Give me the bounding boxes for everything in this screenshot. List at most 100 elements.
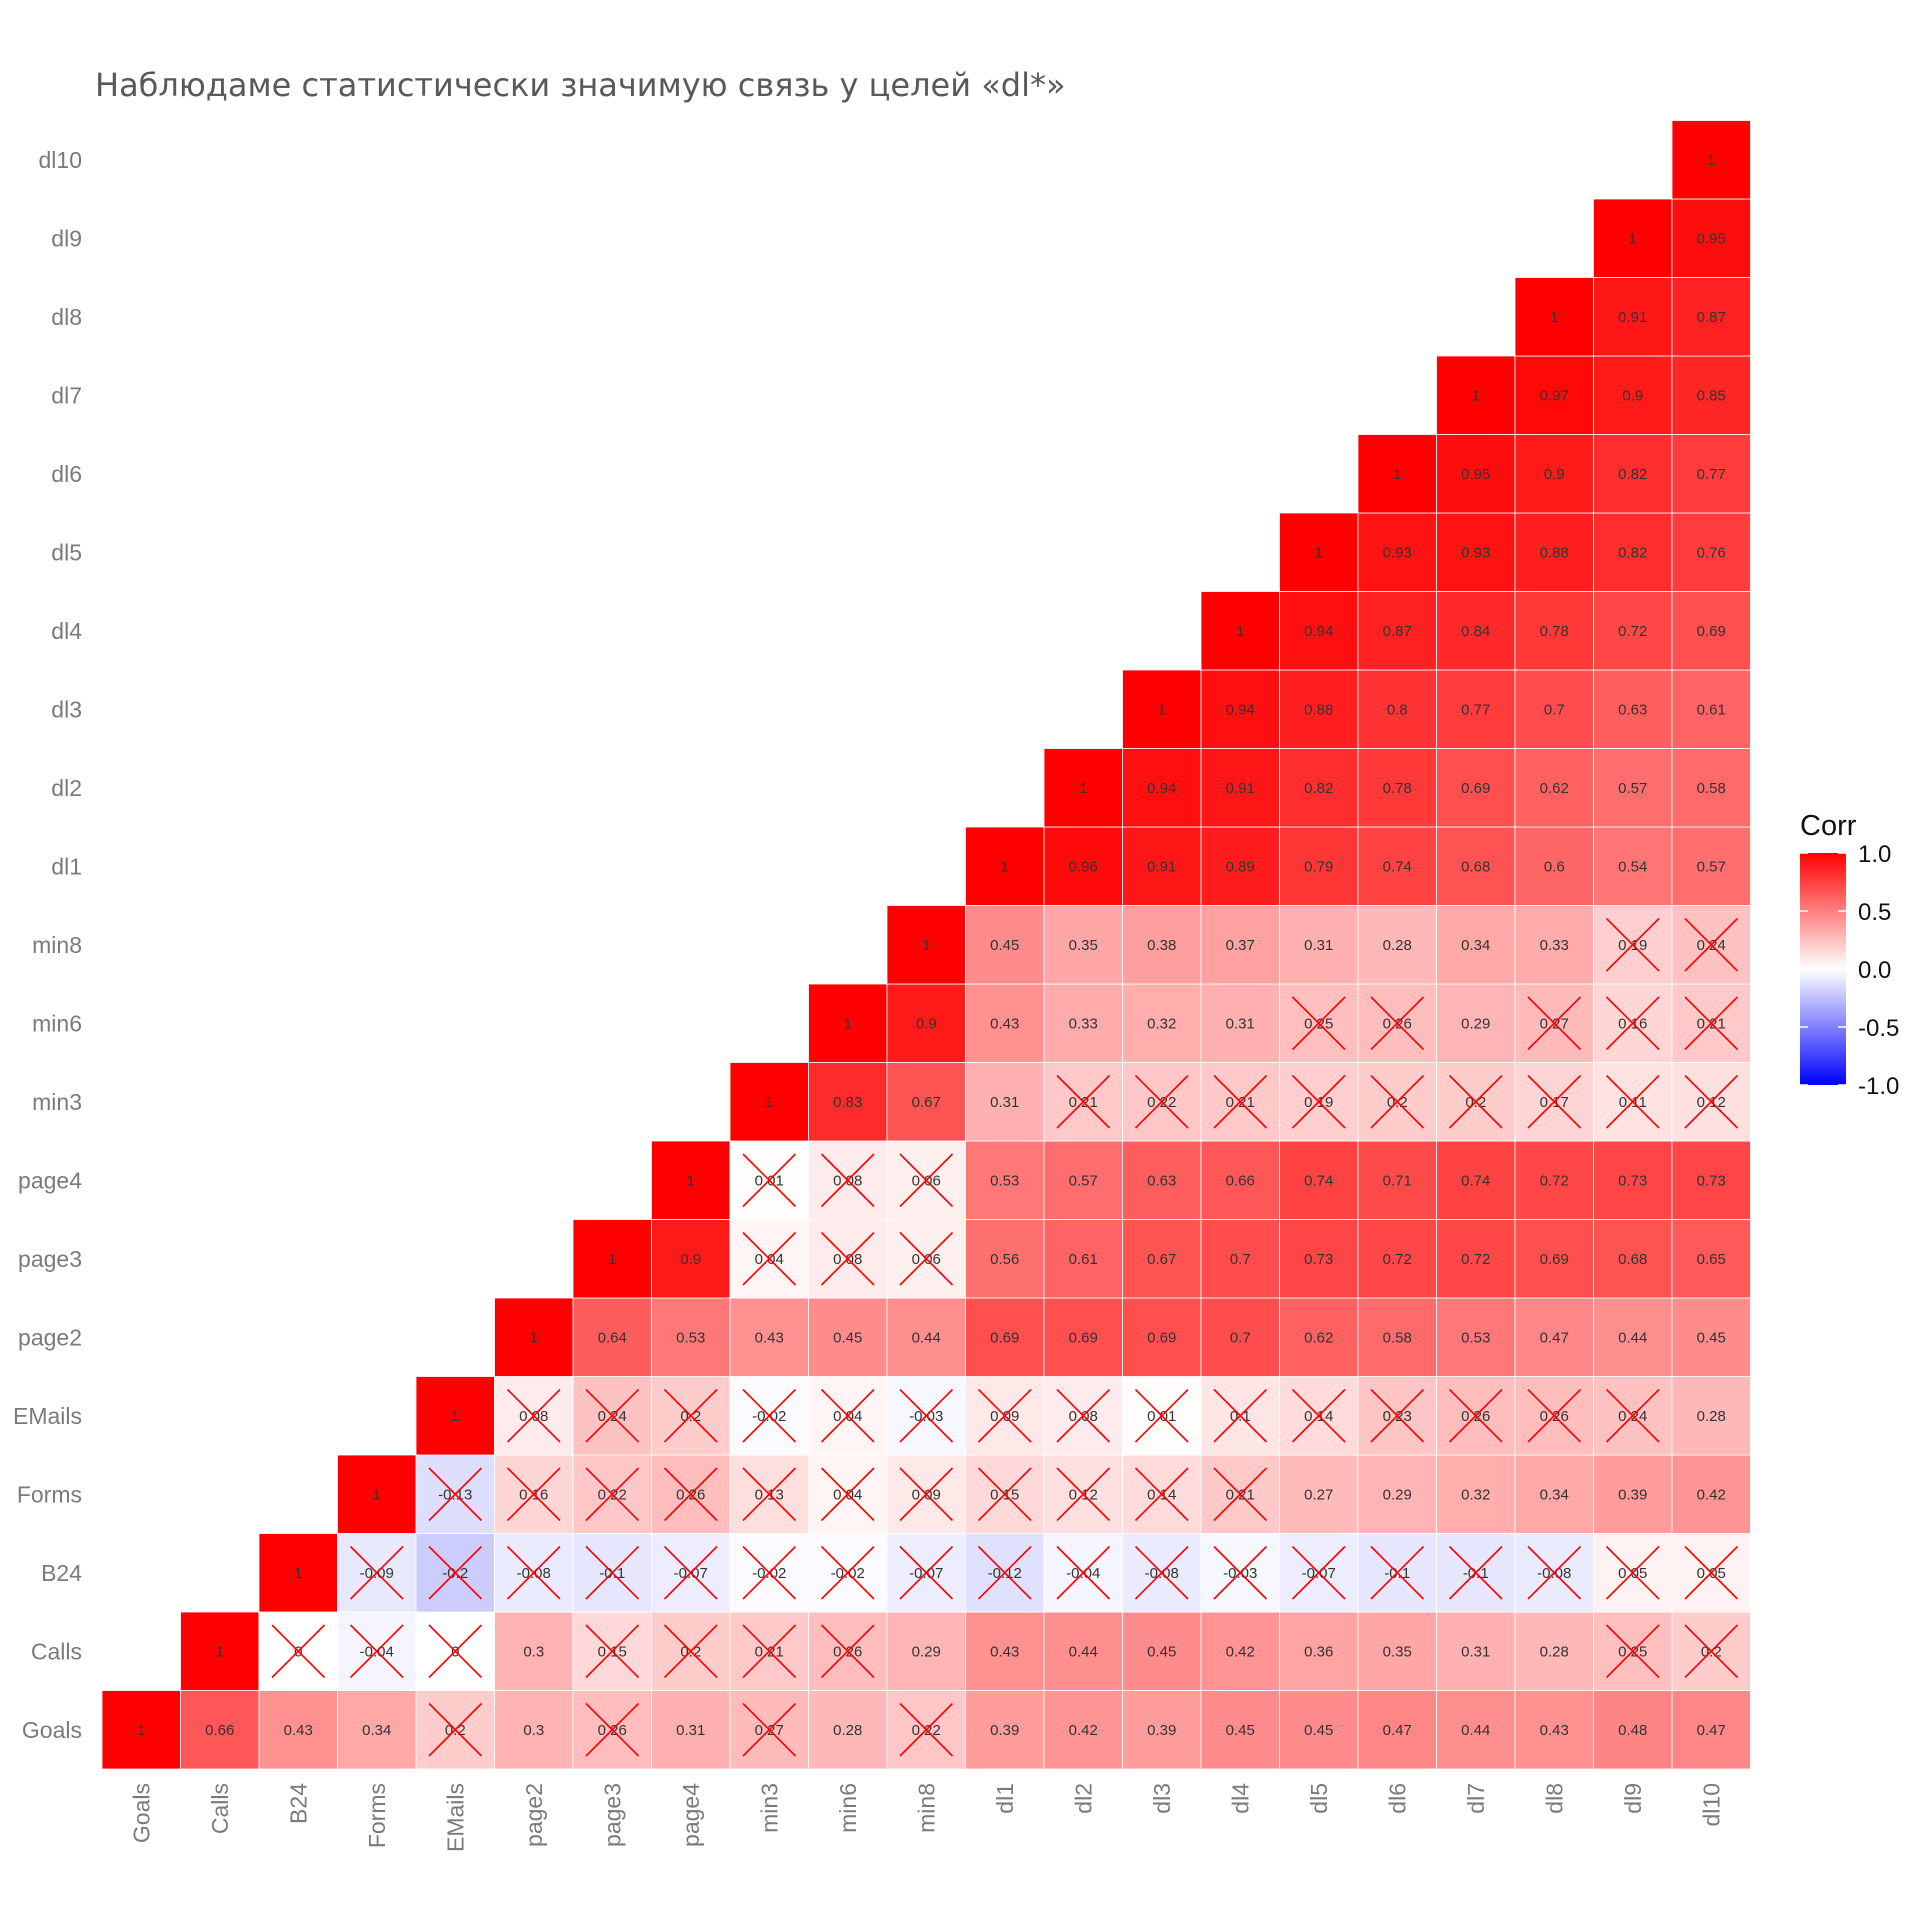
insignificant-cross-mark bbox=[585, 1545, 640, 1600]
x-tick-label: dl2 bbox=[1070, 1783, 1096, 1814]
cell-value: 0.7 bbox=[1230, 1329, 1251, 1346]
insignificant-cross-mark bbox=[1291, 1074, 1346, 1129]
cell-value: 0.73 bbox=[1304, 1251, 1333, 1268]
cell-value: 1 bbox=[844, 1015, 852, 1032]
cell-value: 1 bbox=[1393, 466, 1401, 483]
cell-value: 1 bbox=[1707, 152, 1715, 169]
y-tick-label: min8 bbox=[32, 932, 82, 958]
y-tick-label: page2 bbox=[18, 1324, 82, 1350]
heatmap-cell bbox=[572, 1297, 652, 1377]
cell-value: 0.77 bbox=[1461, 701, 1490, 718]
y-tick-label: min3 bbox=[32, 1089, 82, 1115]
heatmap-cell bbox=[1671, 1454, 1751, 1534]
cell-value: 0.9 bbox=[916, 1015, 937, 1032]
cell-value: 0.36 bbox=[1304, 1643, 1333, 1660]
y-tick-label: Calls bbox=[31, 1638, 82, 1664]
heatmap-cell bbox=[1200, 669, 1280, 749]
y-tick-label: dl1 bbox=[51, 853, 82, 879]
cell-value: 0.62 bbox=[1540, 780, 1569, 797]
heatmap-cell bbox=[1122, 983, 1202, 1063]
insignificant-cross-mark bbox=[585, 1388, 640, 1443]
insignificant-cross-mark bbox=[742, 1231, 797, 1286]
heatmap-cell bbox=[1593, 1140, 1673, 1220]
cell-value: 0.43 bbox=[1540, 1722, 1569, 1739]
heatmap-cell bbox=[1122, 1219, 1202, 1299]
heatmap-cell bbox=[1514, 1297, 1594, 1377]
heatmap-cell bbox=[1436, 1219, 1516, 1299]
cell-value: 0.96 bbox=[1069, 858, 1098, 875]
cell-value: 0.66 bbox=[1226, 1172, 1255, 1189]
x-tick-label: dl6 bbox=[1384, 1783, 1410, 1814]
x-tick-label: Calls bbox=[207, 1783, 233, 1834]
heatmap-cell bbox=[1671, 826, 1751, 906]
cell-value: 0.73 bbox=[1697, 1172, 1726, 1189]
cell-value: 0.61 bbox=[1069, 1251, 1098, 1268]
heatmap-cell bbox=[1593, 826, 1673, 906]
cell-value: 0.95 bbox=[1697, 230, 1726, 247]
heatmap-cell bbox=[965, 905, 1045, 985]
cell-value: 0.34 bbox=[1540, 1486, 1569, 1503]
cell-value: 0.45 bbox=[990, 937, 1019, 954]
cell-value: 0.42 bbox=[1226, 1643, 1255, 1660]
insignificant-cross-mark bbox=[1213, 1388, 1268, 1443]
heatmap-cell bbox=[1279, 1297, 1359, 1377]
heatmap-cell bbox=[1357, 1140, 1437, 1220]
heatmap-cell bbox=[1279, 905, 1359, 985]
heatmap-cell bbox=[1200, 1611, 1280, 1691]
cell-value: 0.45 bbox=[833, 1329, 862, 1346]
insignificant-cross-mark bbox=[1213, 1545, 1268, 1600]
cell-value: 0.34 bbox=[362, 1722, 391, 1739]
insignificant-cross-mark bbox=[506, 1545, 561, 1600]
insignificant-cross-mark bbox=[428, 1545, 483, 1600]
insignificant-cross-mark bbox=[428, 1467, 483, 1522]
cell-value: 0.68 bbox=[1461, 858, 1490, 875]
y-tick-label: dl7 bbox=[51, 382, 82, 408]
cell-value: 0.71 bbox=[1383, 1172, 1412, 1189]
insignificant-cross-mark bbox=[742, 1388, 797, 1443]
cell-value: 0.43 bbox=[284, 1722, 313, 1739]
cell-value: 0.37 bbox=[1226, 937, 1255, 954]
heatmap-cell bbox=[1671, 1376, 1751, 1456]
insignificant-cross-mark bbox=[742, 1624, 797, 1679]
heatmap-cell bbox=[965, 826, 1045, 906]
cell-value: 0.58 bbox=[1697, 780, 1726, 797]
legend-tick-label: 1.0 bbox=[1858, 841, 1891, 868]
cell-value: 0.3 bbox=[523, 1643, 544, 1660]
cell-value: 0.28 bbox=[1540, 1643, 1569, 1660]
insignificant-cross-mark bbox=[1605, 917, 1660, 972]
x-tick-label: dl5 bbox=[1306, 1783, 1332, 1814]
insignificant-cross-mark bbox=[742, 1467, 797, 1522]
heatmap-cell bbox=[1279, 669, 1359, 749]
cell-value: 0.44 bbox=[1069, 1643, 1098, 1660]
heatmap-cell bbox=[494, 1297, 574, 1377]
insignificant-cross-mark bbox=[1291, 996, 1346, 1051]
y-axis-labels: Goals Calls B24 Forms EMails page2 page3 page4 m… bbox=[13, 147, 82, 1743]
cell-value: 1 bbox=[216, 1643, 224, 1660]
heatmap-cell bbox=[180, 1690, 260, 1770]
heatmap-cell bbox=[1671, 277, 1751, 357]
cell-value: 0.68 bbox=[1618, 1251, 1647, 1268]
chart-title: Наблюдаме статистически значимую связь у… bbox=[95, 66, 1066, 104]
cell-value: 0.79 bbox=[1304, 858, 1333, 875]
cell-value: 0.27 bbox=[1304, 1486, 1333, 1503]
cell-value: 1 bbox=[1472, 387, 1480, 404]
insignificant-cross-mark bbox=[899, 1153, 954, 1208]
heatmap-cell bbox=[1357, 1454, 1437, 1534]
heatmap-cell bbox=[651, 1219, 731, 1299]
x-tick-label: dl7 bbox=[1463, 1783, 1489, 1814]
cell-value: 0.7 bbox=[1230, 1251, 1251, 1268]
cell-value: 0.42 bbox=[1069, 1722, 1098, 1739]
cell-value: 0.97 bbox=[1540, 387, 1569, 404]
heatmap-cell bbox=[1514, 277, 1594, 357]
cell-value: 0.72 bbox=[1618, 623, 1647, 640]
heatmap-cell bbox=[1593, 198, 1673, 278]
insignificant-cross-mark bbox=[428, 1702, 483, 1757]
heatmap-cell bbox=[886, 1297, 966, 1377]
cell-value: 0.47 bbox=[1383, 1722, 1412, 1739]
y-tick-label: dl2 bbox=[51, 775, 82, 801]
heatmap-cell bbox=[1514, 1454, 1594, 1534]
heatmap-cell bbox=[729, 1062, 809, 1142]
heatmap-cell bbox=[808, 1297, 888, 1377]
cell-value: 0.44 bbox=[1618, 1329, 1647, 1346]
